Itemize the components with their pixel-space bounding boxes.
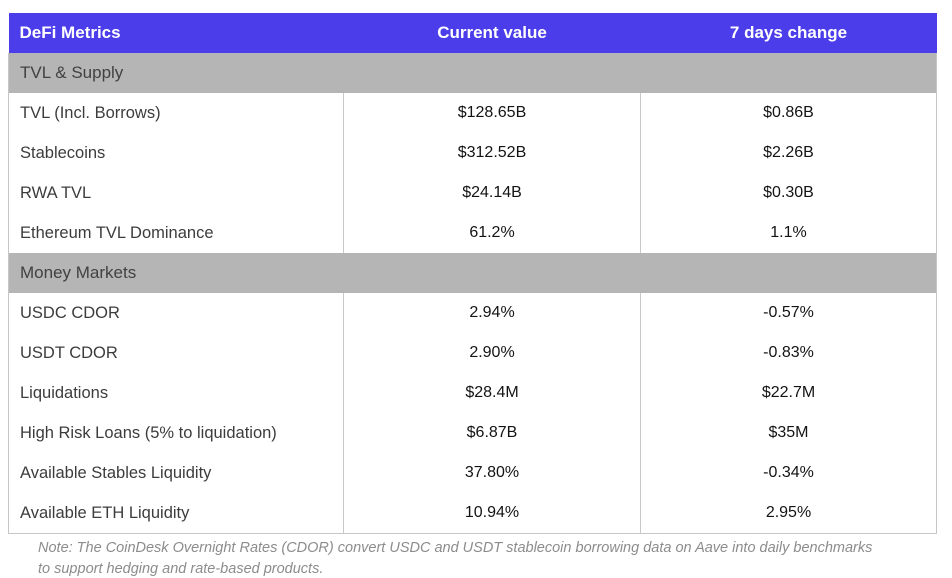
col-header-7-days-change: 7 days change <box>640 13 937 53</box>
current-value-cell: 2.94% <box>343 293 641 333</box>
current-value-cell: $128.65B <box>343 93 641 133</box>
section-header-row: Money Markets <box>8 253 937 293</box>
table-row: RWA TVL $24.14B $0.30B <box>8 173 937 213</box>
table-row: USDC CDOR 2.94% -0.57% <box>8 293 937 333</box>
current-value-cell: 2.90% <box>343 333 641 373</box>
current-value-cell: $312.52B <box>343 133 641 173</box>
current-value-cell: 37.80% <box>343 453 641 493</box>
current-value-cell: 61.2% <box>343 213 641 253</box>
section-header-label: TVL & Supply <box>8 53 937 93</box>
table-row: Stablecoins $312.52B $2.26B <box>8 133 937 173</box>
metric-label-cell: USDC CDOR <box>8 293 344 333</box>
metric-label-cell: Ethereum TVL Dominance <box>8 213 344 253</box>
change-value-cell: $22.7M <box>640 373 937 413</box>
table-row: Ethereum TVL Dominance 61.2% 1.1% <box>8 213 937 253</box>
table-row: TVL (Incl. Borrows) $128.65B $0.86B <box>8 93 937 133</box>
change-value-cell: $35M <box>640 413 937 453</box>
change-value-cell: 2.95% <box>640 493 937 534</box>
change-value-cell: -0.57% <box>640 293 937 333</box>
change-value-cell: $0.30B <box>640 173 937 213</box>
current-value-cell: 10.94% <box>343 493 641 534</box>
current-value-cell: $6.87B <box>343 413 641 453</box>
change-value-cell: $0.86B <box>640 93 937 133</box>
section-header-row: TVL & Supply <box>8 53 937 93</box>
metric-label-cell: High Risk Loans (5% to liquidation) <box>8 413 344 453</box>
col-header-current-value: Current value <box>343 13 641 53</box>
table-row: Liquidations $28.4M $22.7M <box>8 373 937 413</box>
current-value-cell: $24.14B <box>343 173 641 213</box>
change-value-cell: -0.34% <box>640 453 937 493</box>
table-row: USDT CDOR 2.90% -0.83% <box>8 333 937 373</box>
metric-label-cell: USDT CDOR <box>8 333 344 373</box>
table-row: Available ETH Liquidity 10.94% 2.95% <box>8 493 937 534</box>
current-value-cell: $28.4M <box>343 373 641 413</box>
metric-label-cell: Stablecoins <box>8 133 344 173</box>
change-value-cell: $2.26B <box>640 133 937 173</box>
col-header-defi-metrics: DeFi Metrics <box>8 13 344 53</box>
section-header-label: Money Markets <box>8 253 937 293</box>
metric-label-cell: Liquidations <box>8 373 344 413</box>
metric-label-cell: Available ETH Liquidity <box>8 493 344 534</box>
change-value-cell: 1.1% <box>640 213 937 253</box>
table-row: High Risk Loans (5% to liquidation) $6.87… <box>8 413 937 453</box>
table-header-row: DeFi Metrics Current value 7 days change <box>8 13 937 53</box>
footnote: Note: The CoinDesk Overnight Rates (CDOR… <box>38 540 873 578</box>
metric-label-cell: Available Stables Liquidity <box>8 453 344 493</box>
metric-label-cell: TVL (Incl. Borrows) <box>8 93 344 133</box>
metric-label-cell: RWA TVL <box>8 173 344 213</box>
defi-metrics-table: DeFi Metrics Current value 7 days change… <box>8 13 937 534</box>
change-value-cell: -0.83% <box>640 333 937 373</box>
table-row: Available Stables Liquidity 37.80% -0.34% <box>8 453 937 493</box>
